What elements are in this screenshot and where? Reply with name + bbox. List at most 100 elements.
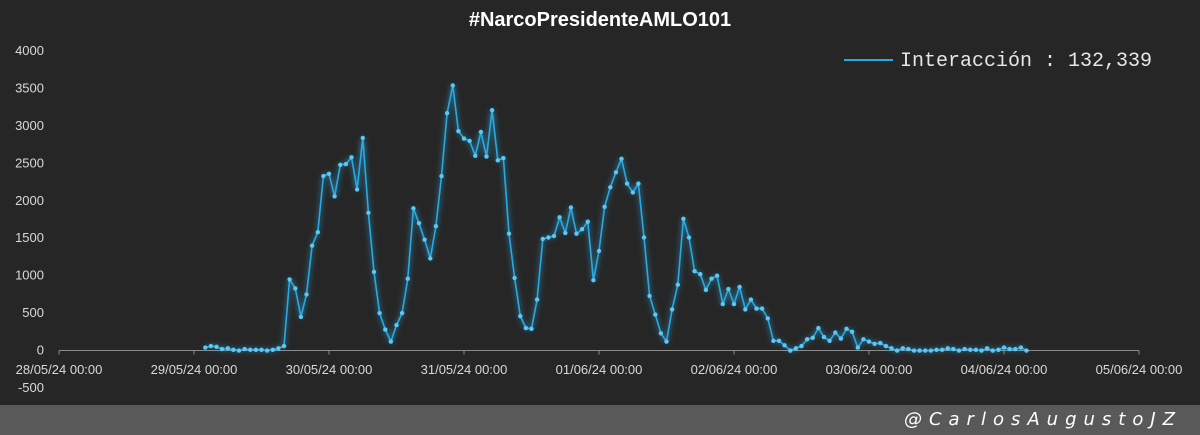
- data-point: [872, 341, 877, 346]
- data-point: [754, 306, 759, 311]
- data-point: [686, 235, 692, 240]
- data-point: [793, 346, 799, 351]
- data-point: [422, 237, 427, 242]
- data-point: [675, 282, 680, 287]
- data-point: [849, 329, 855, 334]
- x-axis: 28/05/24 00:00 29/05/24 00:00 30/05/24 00:…: [16, 350, 1182, 377]
- data-point: [298, 314, 304, 320]
- data-point: [608, 185, 613, 190]
- data-point: [512, 275, 517, 281]
- data-point: [894, 348, 900, 353]
- data-point: [366, 210, 371, 215]
- data-point: [534, 297, 540, 302]
- x-tick-label: 01/06/24 00:00: [556, 362, 643, 377]
- data-point: [343, 161, 349, 167]
- data-point: [923, 348, 928, 353]
- data-point: [405, 276, 410, 281]
- data-point: [602, 204, 607, 209]
- data-point: [945, 346, 950, 351]
- data-point: [231, 347, 236, 352]
- data-point: [473, 153, 478, 158]
- y-tick-label: 500: [22, 305, 44, 320]
- data-point: [399, 310, 405, 316]
- data-point: [703, 287, 709, 293]
- data-point: [456, 128, 461, 134]
- data-point: [585, 219, 590, 224]
- data-point: [990, 348, 995, 353]
- data-point: [765, 316, 770, 321]
- data-point: [613, 170, 619, 175]
- data-point: [214, 344, 219, 349]
- data-point: [737, 284, 742, 290]
- data-point: [444, 111, 450, 116]
- data-point: [906, 346, 911, 352]
- data-point: [681, 216, 686, 221]
- data-point: [624, 181, 630, 186]
- data-point: [984, 346, 990, 351]
- series-line: [205, 84, 1027, 352]
- data-point: [568, 205, 574, 210]
- data-point: [653, 312, 658, 317]
- data-point: [878, 340, 883, 346]
- data-point: [883, 343, 889, 349]
- y-tick-label: 2500: [15, 155, 44, 170]
- data-point: [804, 337, 810, 342]
- data-point: [461, 136, 467, 141]
- data-point: [1018, 345, 1024, 350]
- data-point: [225, 346, 230, 351]
- data-point: [698, 272, 703, 277]
- data-point: [748, 297, 754, 302]
- data-point: [939, 347, 945, 352]
- data-point: [416, 221, 422, 226]
- data-point: [563, 230, 568, 236]
- data-point: [743, 307, 748, 312]
- data-point: [833, 330, 838, 335]
- data-point: [838, 336, 844, 341]
- data-point: [951, 346, 956, 352]
- data-point: [596, 248, 602, 254]
- data-point: [911, 348, 917, 353]
- data-point: [844, 326, 849, 331]
- data-point: [788, 348, 793, 353]
- data-point: [540, 236, 545, 242]
- data-point: [428, 256, 433, 261]
- data-point: [934, 347, 939, 352]
- data-point: [574, 231, 579, 236]
- data-point: [591, 278, 596, 283]
- data-point: [203, 345, 208, 350]
- data-point: [495, 158, 500, 163]
- data-point: [973, 347, 979, 352]
- x-tick-label: 03/06/24 00:00: [826, 362, 913, 377]
- data-point: [259, 347, 264, 352]
- x-tick-label: 29/05/24 00:00: [151, 362, 238, 377]
- data-point: [478, 129, 484, 135]
- data-point: [332, 194, 337, 199]
- data-point: [759, 306, 765, 311]
- data-point: [315, 230, 320, 235]
- data-point: [1024, 348, 1029, 353]
- data-point: [968, 347, 973, 352]
- data-point: [253, 347, 259, 352]
- y-tick-label: 1500: [15, 230, 44, 245]
- data-point: [861, 337, 866, 342]
- data-point: [242, 346, 247, 352]
- data-point: [669, 307, 675, 312]
- y-tick-label: 3000: [15, 118, 44, 133]
- data-point: [411, 206, 416, 211]
- data-point: [484, 154, 489, 159]
- data-point: [264, 348, 270, 353]
- data-point: [579, 227, 585, 232]
- data-point: [433, 224, 439, 229]
- credit-text: @CarlosAugustoJZ: [903, 409, 1182, 430]
- data-point: [287, 277, 292, 282]
- data-point: [467, 138, 472, 144]
- data-point: [377, 310, 382, 316]
- data-point: [501, 155, 506, 161]
- data-point: [326, 171, 332, 176]
- data-point: [709, 276, 714, 281]
- data-point: [529, 326, 534, 331]
- data-point: [726, 286, 731, 292]
- data-point: [281, 343, 287, 349]
- data-point: [551, 233, 557, 239]
